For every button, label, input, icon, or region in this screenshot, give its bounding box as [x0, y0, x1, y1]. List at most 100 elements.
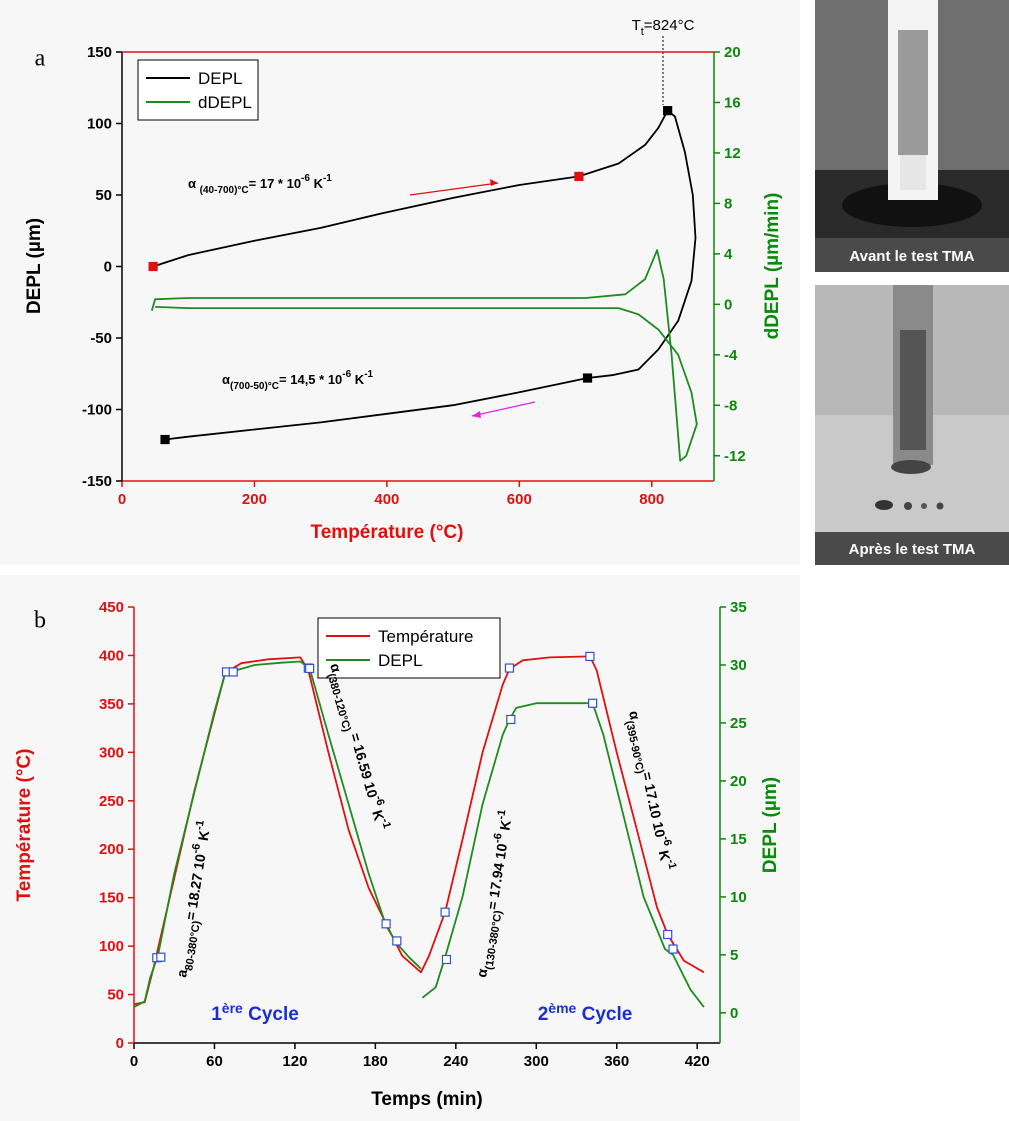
marker	[305, 663, 315, 674]
y2-tick-label: 25	[730, 715, 747, 732]
annotation-part: K	[351, 372, 365, 387]
y2-tick-label: 20	[730, 773, 747, 790]
annotation-part: 1	[211, 1004, 222, 1025]
annotation-part: = 17 * 10	[249, 176, 301, 191]
annotation-part: t	[641, 26, 644, 38]
annotation-part: -6	[660, 835, 674, 847]
y2-tick-label: 12	[724, 145, 741, 162]
x-tick-label: 420	[685, 1053, 710, 1070]
x-tick-label: 200	[242, 491, 267, 508]
marker	[228, 667, 238, 677]
annotation-part: -6	[342, 369, 351, 380]
y2-axis-title: DEPL (µm)	[760, 777, 781, 873]
y-tick-label: 150	[87, 44, 112, 61]
marker	[381, 919, 391, 929]
y2-tick-label: 15	[730, 831, 747, 848]
panel-label: b	[34, 608, 46, 634]
marker	[582, 373, 593, 383]
legend-box	[317, 617, 501, 679]
x-tick-label: 360	[604, 1053, 629, 1070]
annotation-part: -1	[379, 817, 393, 830]
x-tick-label: 600	[507, 491, 532, 508]
y-axis-title: Température (°C)	[14, 749, 35, 902]
annotation: 1ère Cycle	[211, 1000, 299, 1025]
annotation-part: 2	[538, 1004, 549, 1025]
series-line	[150, 249, 698, 462]
annotation-part: -1	[193, 819, 206, 831]
arrow	[471, 401, 536, 417]
marker	[585, 651, 595, 662]
annotation: α(700-50)°C= 14,5 * 10-6 K-1	[222, 369, 374, 392]
annotation-part: K	[310, 176, 324, 191]
y-tick-label: 250	[99, 793, 124, 810]
photo: Avant le test TMA	[815, 0, 1009, 272]
y-tick-label: 200	[99, 841, 124, 858]
annotation-part: (40-700)°C	[200, 185, 249, 196]
y2-tick-label: 5	[730, 947, 738, 964]
series-line	[152, 109, 697, 441]
y2-tick-label: 35	[730, 599, 747, 616]
annotation-part: -1	[323, 173, 332, 184]
legend-label: DEPL	[198, 69, 242, 88]
annotation-part: α	[626, 709, 644, 721]
annotation-part: K	[655, 845, 674, 862]
annotation: Tt=824°C	[632, 17, 695, 38]
y-tick-label: 450	[99, 599, 124, 616]
annotation-part: =824°C	[644, 17, 695, 34]
y2-tick-label: 16	[724, 94, 741, 111]
legend-label: Température	[378, 627, 473, 646]
annotation-part: K	[368, 805, 387, 823]
annotation-part: α	[188, 176, 200, 191]
marker	[156, 952, 166, 962]
x-tick-label: 800	[639, 491, 664, 508]
y2-tick-label: 30	[730, 657, 747, 674]
marker	[668, 944, 678, 954]
y2-tick-label: -12	[724, 448, 746, 465]
annotation-part: -1	[364, 369, 373, 380]
photo: Après le test TMA	[815, 285, 1009, 565]
x-tick-label: 300	[524, 1053, 549, 1070]
y-tick-label: -150	[82, 473, 112, 490]
y2-tick-label: -8	[724, 397, 737, 414]
marker	[663, 929, 673, 940]
x-tick-label: 60	[206, 1053, 223, 1070]
y2-axis-title: dDEPL (µm/min)	[762, 193, 783, 340]
annotation-part: -6	[301, 173, 310, 184]
annotation-part: = 14,5 * 10	[279, 372, 342, 387]
x-axis-title: Temps (min)	[371, 1089, 483, 1110]
legend-label: dDEPL	[198, 93, 252, 112]
panel-bg	[0, 0, 800, 565]
annotation-part: -6	[491, 832, 504, 844]
x-tick-label: 120	[282, 1053, 307, 1070]
y-axis-title: DEPL (µm)	[24, 218, 45, 314]
annotation-part: -6	[372, 794, 386, 807]
y2-tick-label: 0	[724, 296, 732, 313]
y2-tick-label: 20	[724, 44, 741, 61]
y2-tick-label: 4	[724, 246, 733, 263]
x-tick-label: 180	[363, 1053, 388, 1070]
annotation: α (40-700)°C= 17 * 10-6 K-1	[188, 173, 332, 196]
legend-label: DEPL	[378, 651, 422, 670]
marker	[588, 698, 598, 708]
annotation-part: a	[173, 968, 190, 978]
y2-tick-label: 0	[730, 1005, 738, 1022]
marker	[160, 434, 170, 445]
annotation-part: -6	[190, 843, 203, 855]
annotation-part: Cycle	[576, 1004, 632, 1025]
arrow-head	[472, 411, 481, 418]
y-tick-label: 0	[104, 259, 112, 276]
y-tick-label: 150	[99, 890, 124, 907]
photo-caption: Avant le test TMA	[849, 248, 974, 265]
panel-label: a	[35, 46, 46, 72]
y-tick-label: 350	[99, 696, 124, 713]
y-tick-label: -50	[90, 330, 112, 347]
arrow-head	[490, 179, 498, 186]
x-tick-label: 0	[130, 1053, 138, 1070]
annotation-part: Cycle	[243, 1004, 299, 1025]
series-line	[133, 660, 705, 1008]
marker	[504, 663, 515, 673]
marker	[440, 907, 450, 917]
y-tick-label: 100	[99, 938, 124, 955]
legend-box	[137, 59, 259, 121]
